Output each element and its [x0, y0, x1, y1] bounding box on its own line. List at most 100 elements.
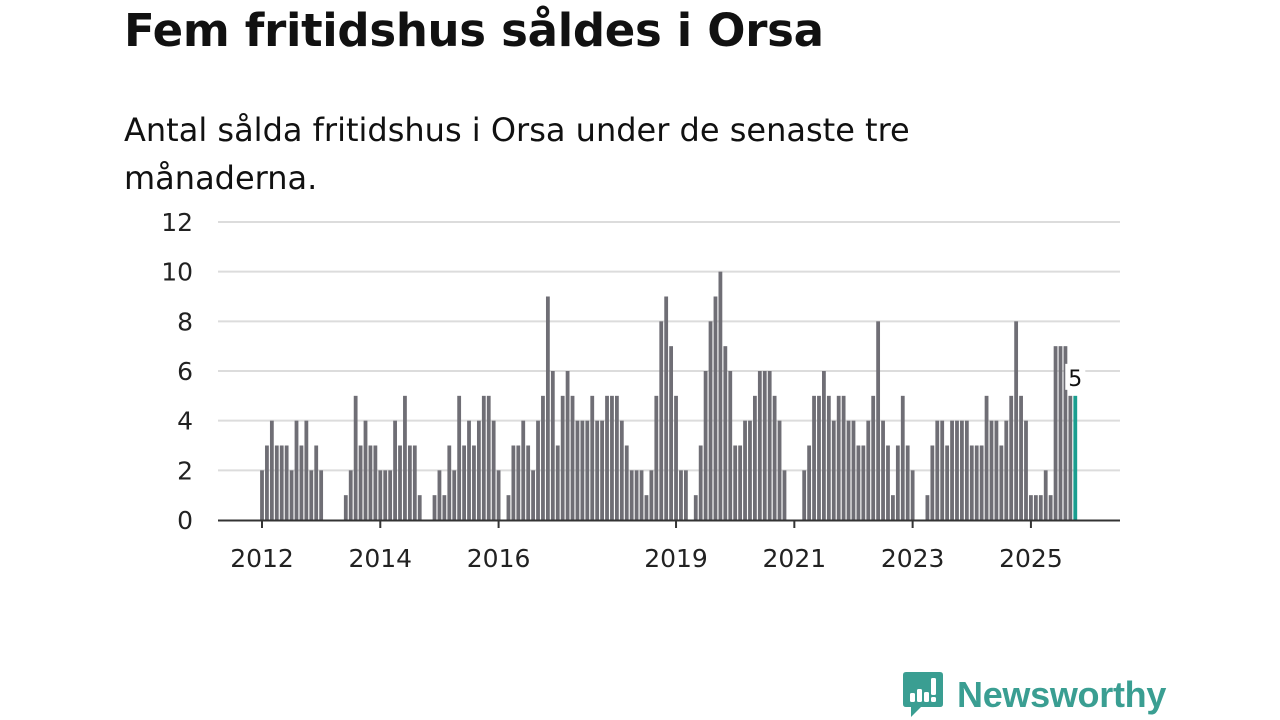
- bar: [353, 395, 358, 520]
- bar: [994, 420, 999, 520]
- bar: [757, 371, 762, 520]
- bar: [343, 495, 348, 520]
- bar: [886, 445, 890, 520]
- bar: [610, 395, 614, 520]
- bar: [600, 420, 605, 520]
- y-tick-label: 10: [161, 258, 193, 287]
- bar: [393, 420, 397, 520]
- bar: [891, 495, 895, 520]
- bar: [1053, 346, 1058, 520]
- bar: [486, 395, 491, 520]
- newsworthy-logo: Newsworthy: [903, 672, 1166, 718]
- bar: [895, 445, 900, 520]
- chart-subtitle: Antal sålda fritidshus i Orsa under de s…: [124, 111, 910, 197]
- x-tick-label: 2025: [999, 544, 1063, 573]
- bar: [541, 395, 545, 520]
- bar: [398, 445, 402, 520]
- bar: [472, 445, 476, 520]
- bar: [319, 470, 324, 520]
- bar: [506, 495, 511, 520]
- bar: [683, 470, 688, 520]
- bar: [659, 321, 664, 520]
- bar: [925, 495, 930, 520]
- bar: [521, 420, 526, 520]
- bar: [1004, 420, 1009, 520]
- bar: [412, 445, 417, 520]
- bar: [679, 470, 683, 520]
- bar: [294, 420, 299, 520]
- x-tick-label: 2012: [230, 544, 294, 573]
- bar: [1024, 420, 1028, 520]
- bar: [388, 470, 393, 520]
- bar: [383, 470, 388, 520]
- bar: [881, 420, 885, 520]
- bar: [536, 420, 540, 520]
- bar: [817, 395, 821, 520]
- chart-speech-bubble-icon: [903, 672, 943, 717]
- bar: [1043, 470, 1048, 520]
- bar: [989, 420, 994, 520]
- bar: [595, 420, 600, 520]
- bar: [654, 395, 659, 520]
- bar: [467, 420, 471, 520]
- bar: [580, 420, 585, 520]
- bar: [930, 445, 935, 520]
- bar: [526, 445, 531, 520]
- bar: [516, 445, 521, 520]
- bar: [960, 420, 964, 520]
- bar: [708, 321, 713, 520]
- y-tick-label: 2: [177, 456, 193, 485]
- bar: [802, 470, 807, 520]
- bar: [363, 420, 368, 520]
- bar: [432, 495, 437, 520]
- bar: [950, 420, 954, 520]
- bar: [1009, 395, 1014, 520]
- bar: [753, 395, 757, 520]
- bar: [669, 346, 674, 520]
- bar: [674, 395, 678, 520]
- bar: [900, 395, 905, 520]
- bar: [476, 420, 481, 520]
- bar: [442, 495, 447, 520]
- bar: [265, 445, 269, 520]
- x-tick-label: 2023: [881, 544, 945, 573]
- bar: [762, 371, 767, 520]
- bar: [703, 371, 708, 520]
- bar: [447, 445, 452, 520]
- x-tick-label: 2014: [348, 544, 412, 573]
- bar: [910, 470, 915, 520]
- bar: [1038, 495, 1043, 520]
- bar: [260, 470, 264, 520]
- bar: [955, 420, 959, 520]
- bar: [1068, 395, 1073, 520]
- bar: [605, 395, 609, 520]
- bar: [348, 470, 353, 520]
- bar: [1019, 395, 1023, 520]
- bar: [846, 420, 851, 520]
- bar: [822, 371, 826, 520]
- bar: [1048, 495, 1053, 520]
- bar: [585, 420, 590, 520]
- y-tick-label: 0: [177, 506, 193, 535]
- bar: [777, 420, 782, 520]
- logo-text: Newsworthy: [957, 674, 1167, 715]
- bar: [368, 445, 373, 520]
- bar: [570, 395, 575, 520]
- bar: [462, 445, 466, 520]
- x-tick-label: 2019: [644, 544, 708, 573]
- bar: [565, 371, 570, 520]
- bar: [999, 445, 1004, 520]
- bar: [417, 495, 422, 520]
- bar: [269, 420, 274, 520]
- bar: [304, 420, 309, 520]
- bar: [866, 420, 871, 520]
- bar: [664, 296, 669, 520]
- bar: [979, 445, 984, 520]
- bar: [511, 445, 516, 520]
- bar: [748, 420, 752, 520]
- bar: [1033, 495, 1038, 520]
- bar: [974, 445, 979, 520]
- bar: [614, 395, 619, 520]
- bar: [905, 445, 910, 520]
